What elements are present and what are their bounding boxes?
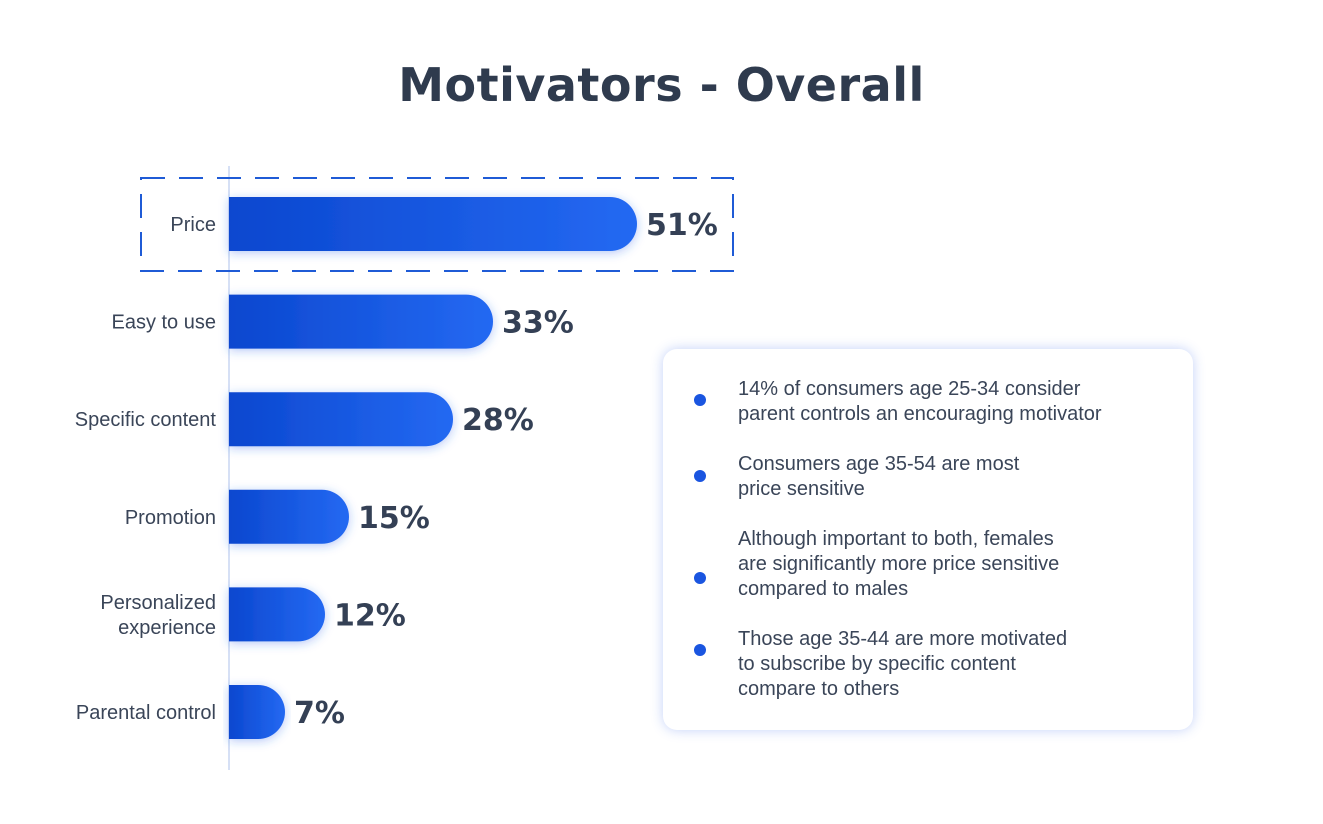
category-label-price: Price: [170, 214, 216, 236]
insight-bullet-4: [694, 644, 706, 656]
insight-1-line-2: parent controls an encouraging motivator: [738, 403, 1102, 425]
bar-easy-to-use: [229, 294, 494, 349]
insight-2: Consumers age 35-54 are most price sensi…: [738, 452, 1188, 502]
insight-bullet-3: [694, 572, 706, 584]
insights-card: 14% of consumers age 25-34 consider pare…: [663, 349, 1193, 730]
insight-bullet-1: [694, 394, 706, 406]
insight-4: Those age 35-44 are more motivated to su…: [738, 627, 1188, 702]
value-label-specific-content: 28%: [462, 403, 534, 438]
value-label-personalized-experience: 12%: [334, 598, 406, 633]
insight-3-line-2: are significantly more price sensitive: [738, 553, 1060, 575]
insight-3-line-3: compared to males: [738, 578, 909, 600]
insight-4-line-1: Those age 35-44 are more motivated: [738, 628, 1068, 650]
value-label-easy-to-use: 33%: [502, 306, 574, 341]
bar-personalized-experience: [229, 587, 325, 642]
insight-4-line-2: to subscribe by specific content: [738, 653, 1016, 675]
bars-group: 51% Price 33% Easy to use 28% Specific conten…: [75, 197, 718, 739]
value-label-promotion: 15%: [358, 501, 430, 536]
category-label-specific-content: Specific content: [75, 409, 217, 431]
insight-bullet-2: [694, 470, 706, 482]
value-label-parental-control: 7%: [294, 696, 345, 731]
category-label-personalized-experience: Personalized experience: [100, 592, 216, 639]
bar-parental-control: [229, 685, 285, 739]
insight-4-line-3: compare to others: [738, 678, 900, 700]
insight-3: Although important to both, females are …: [738, 527, 1188, 602]
insight-2-line-2: price sensitive: [738, 478, 865, 500]
value-label-price: 51%: [646, 208, 718, 243]
bar-specific-content: [229, 392, 454, 447]
bar-price: [229, 197, 637, 251]
category-label-promotion: Promotion: [125, 507, 216, 529]
insight-1-line-1: 14% of consumers age 25-34 consider: [738, 378, 1081, 400]
insight-1: 14% of consumers age 25-34 consider pare…: [738, 377, 1188, 427]
bar-promotion: [229, 489, 349, 544]
category-label-parental-control: Parental control: [76, 702, 216, 724]
category-label-easy-to-use: Easy to use: [111, 312, 216, 334]
chart-title: Motivators - Overall: [398, 58, 925, 112]
insight-2-line-1: Consumers age 35-54 are most: [738, 453, 1020, 475]
insight-3-line-1: Although important to both, females: [738, 528, 1054, 550]
